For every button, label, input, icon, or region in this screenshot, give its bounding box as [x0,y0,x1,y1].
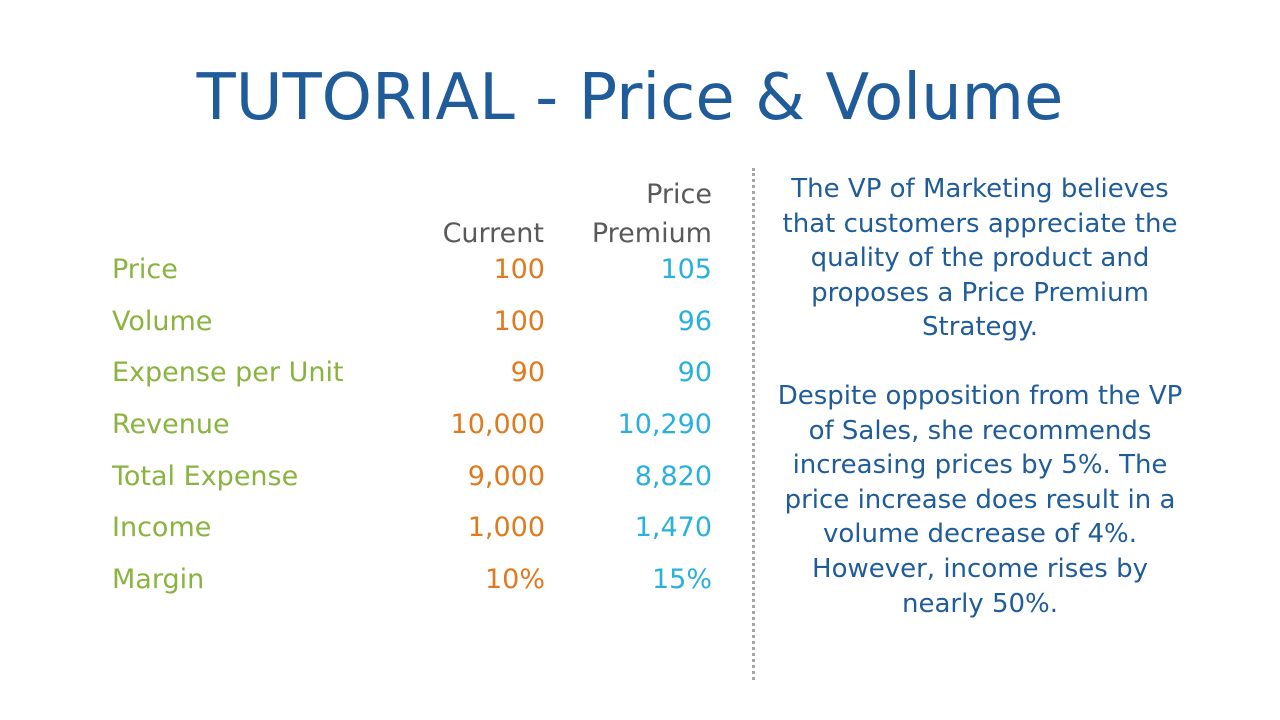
table-row: Margin 10% 15% [112,560,712,612]
explanation-paragraph-2: Despite opposition from the VP of Sales,… [777,380,1183,619]
premium-value: 105 [660,254,712,285]
table-row: Income 1,000 1,470 [112,508,712,560]
current-value: 90 [510,357,545,389]
explanation-paragraph-1: The VP of Marketing believes that custom… [782,174,1178,343]
table-row: Revenue 10,000 10,290 [112,405,712,457]
table-row: Expense per Unit 90 90 [112,353,712,405]
header-premium-line2: Premium [591,218,712,249]
table-body: Price 100 105 Volume 100 96 Expense per … [112,250,712,612]
premium-value: 1,470 [634,512,712,544]
premium-value: 15% [651,564,712,596]
table-row: Volume 100 96 [112,302,712,354]
premium-value: 96 [677,305,712,337]
slide-title: TUTORIAL - Price & Volume [196,61,1064,135]
current-value: 10% [484,564,545,596]
row-label: Price [112,254,178,285]
row-label: Total Expense [112,460,299,492]
current-value: 100 [493,305,545,337]
header-price-premium: Price Premium [592,175,712,253]
header-premium-line1: Price [646,179,712,210]
current-value: 1,000 [467,512,545,544]
row-label: Expense per Unit [112,357,344,389]
row-label: Margin [112,564,205,596]
current-value: 9,000 [467,460,545,492]
explanation-text: The VP of Marketing believes that custom… [775,172,1185,621]
premium-value: 10,290 [617,409,712,441]
row-label: Income [112,512,212,544]
row-label: Volume [112,305,213,337]
table-row: Price 100 105 [112,250,712,302]
premium-value: 90 [677,357,712,389]
current-value: 100 [493,254,545,285]
header-current: Current [442,218,544,249]
premium-value: 8,820 [634,460,712,492]
current-value: 10,000 [450,409,545,441]
table-row: Total Expense 9,000 8,820 [112,457,712,509]
row-label: Revenue [112,409,230,441]
dotted-divider [752,168,755,680]
